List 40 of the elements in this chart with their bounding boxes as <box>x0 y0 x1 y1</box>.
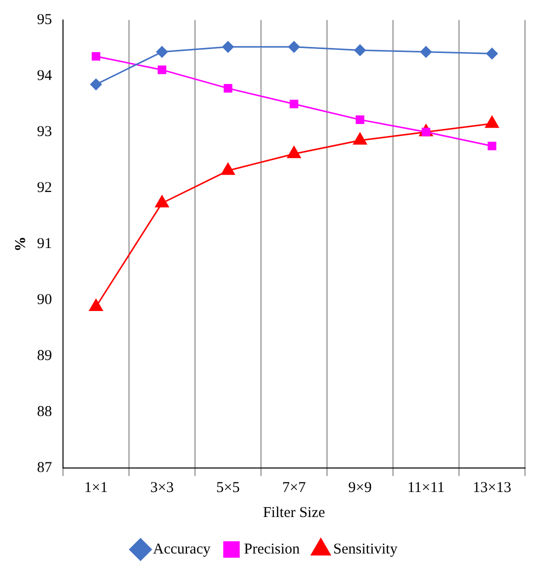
point <box>90 78 102 90</box>
point <box>287 146 301 158</box>
point <box>353 132 367 145</box>
point <box>155 195 169 208</box>
point <box>356 115 364 124</box>
point <box>89 298 103 311</box>
x-tick-label: 1×1 <box>84 480 108 496</box>
point <box>222 41 234 53</box>
x-axis-title: Filter Size <box>262 504 326 521</box>
y-tick-label: 95 <box>37 12 52 28</box>
point <box>288 41 300 53</box>
y-axis-title: % <box>12 236 29 252</box>
legend-label: Precision <box>244 541 300 558</box>
point <box>420 46 432 58</box>
y-tick-label: 91 <box>37 236 52 252</box>
point <box>156 46 168 58</box>
y-tick-label: 89 <box>37 348 52 364</box>
point <box>486 48 498 60</box>
point <box>158 66 166 74</box>
point <box>224 84 232 93</box>
legend-label: Accuracy <box>153 541 211 558</box>
y-tick-label: 90 <box>37 292 52 308</box>
x-tick-label: 3×3 <box>150 480 174 496</box>
x-tick-label: 7×7 <box>282 480 306 496</box>
legend-label: Sensitivity <box>333 541 398 558</box>
x-tick-label: 5×5 <box>216 480 240 496</box>
y-tick-label: 87 <box>37 460 52 476</box>
point <box>221 162 235 175</box>
x-tick-label: 13×13 <box>472 480 512 496</box>
point <box>92 52 100 61</box>
y-tick-label: 92 <box>37 180 52 196</box>
y-tick-label: 94 <box>37 68 52 84</box>
point <box>290 100 298 108</box>
point <box>485 116 499 128</box>
y-tick-label: 93 <box>37 124 52 140</box>
point <box>488 142 496 150</box>
x-tick-label: 11×11 <box>407 480 445 496</box>
x-tick-label: 9×9 <box>348 480 372 496</box>
point <box>354 44 366 56</box>
y-tick-label: 88 <box>37 404 52 420</box>
